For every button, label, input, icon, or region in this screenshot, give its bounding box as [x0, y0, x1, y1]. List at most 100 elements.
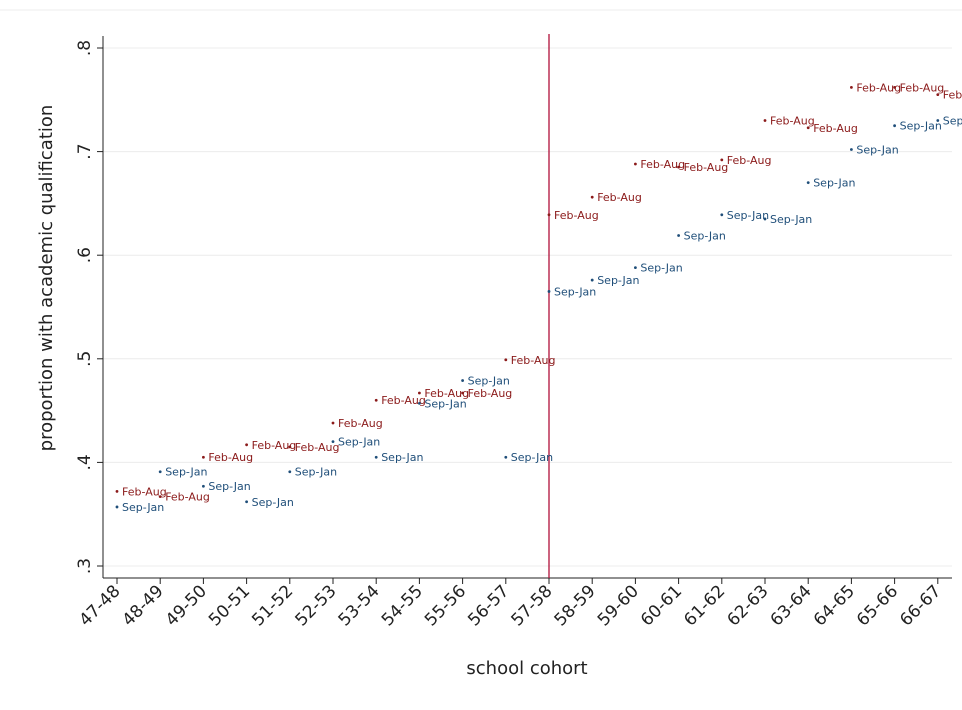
- point-label: Feb-Aug: [770, 115, 815, 128]
- data-point: [763, 217, 767, 221]
- point-label: Feb-Aug: [554, 209, 599, 222]
- data-point: [547, 213, 551, 217]
- point-label: Feb-Aug: [943, 89, 962, 102]
- x-tick-label: 65-66: [853, 581, 902, 630]
- data-point: [677, 234, 680, 237]
- data-point: [634, 266, 637, 270]
- data-point: [202, 484, 205, 488]
- data-point: [720, 213, 724, 217]
- point-label: Feb-Aug: [900, 81, 945, 94]
- data-point: [806, 126, 810, 130]
- data-point: [115, 505, 119, 509]
- grid-lines: [103, 47, 952, 567]
- y-tick-label: .8: [75, 40, 95, 56]
- point-label: Feb-Aug: [684, 161, 729, 174]
- point-label: Feb-Aug: [295, 441, 340, 454]
- data-point: [720, 158, 724, 162]
- data-point: [893, 124, 896, 128]
- point-label: Sep-Jan: [468, 375, 510, 388]
- y-tick-label: .4: [75, 454, 95, 470]
- data-point: [893, 85, 896, 89]
- data-point: [245, 443, 249, 447]
- point-label: Feb-Aug: [424, 387, 469, 400]
- y-tick-label: .3: [75, 558, 95, 574]
- point-label: Feb-Aug: [856, 81, 901, 94]
- data-points: Feb-AugFeb-AugFeb-AugFeb-AugFeb-AugFeb-A…: [115, 81, 962, 514]
- point-label: Sep-Jan: [295, 466, 337, 479]
- data-point: [418, 391, 421, 395]
- data-point: [677, 165, 680, 169]
- data-point: [634, 162, 637, 166]
- point-label: Feb-Aug: [252, 439, 297, 452]
- point-label: Sep-Jan: [381, 451, 423, 464]
- data-point: [504, 455, 508, 459]
- point-label: Feb-Aug: [122, 485, 167, 498]
- point-label: Sep-Jan: [252, 496, 294, 509]
- data-point: [245, 500, 249, 504]
- point-label: Sep-Jan: [554, 285, 596, 298]
- data-point: [374, 455, 378, 459]
- x-tick-label: 52-53: [291, 581, 340, 630]
- data-point: [158, 495, 162, 498]
- point-label: Feb-Aug: [727, 154, 772, 167]
- data-point: [763, 119, 767, 122]
- point-label: Sep-Jan: [813, 177, 855, 190]
- point-label: Sep-Jan: [684, 230, 726, 243]
- x-tick-label: 51-52: [248, 581, 297, 630]
- y-axis-title: proportion with academic qualification: [36, 105, 57, 452]
- data-point: [288, 445, 292, 449]
- x-tick-label: 56-57: [464, 581, 513, 630]
- x-tick-label: 53-54: [335, 581, 384, 630]
- point-label: Sep-Jan: [900, 120, 942, 133]
- x-tick-label: 61-62: [680, 581, 729, 630]
- x-tick-label: 57-58: [507, 581, 556, 630]
- point-label: Feb-Aug: [208, 451, 253, 464]
- point-label: Sep-Jan: [597, 274, 639, 287]
- data-point: [590, 278, 594, 282]
- point-label: Feb-Aug: [165, 491, 210, 504]
- point-label: Feb-Aug: [597, 191, 642, 204]
- data-point: [115, 490, 119, 493]
- data-point: [850, 148, 853, 151]
- x-tick-label: 63-64: [767, 581, 816, 630]
- point-label: Feb-Aug: [813, 122, 858, 135]
- data-point: [547, 290, 551, 293]
- y-tick-label: .5: [75, 351, 95, 367]
- data-point: [288, 470, 292, 474]
- data-point: [850, 85, 853, 89]
- point-label: Feb-Aug: [381, 394, 426, 407]
- x-tick-label: 47-48: [75, 581, 124, 630]
- point-label: Sep-Jan: [770, 213, 812, 226]
- point-label: Sep-Jan: [122, 501, 164, 514]
- data-point: [374, 398, 378, 402]
- x-tick-label: 64-65: [810, 581, 859, 630]
- point-label: Sep-Jan: [338, 436, 380, 449]
- y-tick-label: .6: [75, 247, 95, 263]
- x-tick-label: 55-56: [421, 581, 470, 630]
- point-label: Sep-Jan: [943, 115, 962, 128]
- point-label: Sep-Jan: [856, 144, 898, 157]
- data-point: [504, 358, 508, 362]
- x-tick-label: 66-67: [896, 581, 945, 630]
- x-tick-label: 48-49: [119, 581, 168, 630]
- x-tick-label: 50-51: [205, 581, 254, 630]
- data-point: [202, 455, 205, 459]
- point-label: Sep-Jan: [165, 466, 207, 479]
- point-label: Feb-Aug: [468, 387, 513, 400]
- y-tick-label: .7: [75, 143, 95, 159]
- point-label: Sep-Jan: [511, 451, 553, 464]
- point-label: Sep-Jan: [640, 262, 682, 275]
- point-label: Feb-Aug: [511, 354, 556, 367]
- point-label: Sep-Jan: [727, 209, 769, 222]
- x-tick-label: 59-60: [594, 581, 643, 630]
- x-tick-label: 54-55: [378, 581, 427, 630]
- data-point: [461, 379, 464, 382]
- point-label: Sep-Jan: [424, 397, 466, 410]
- data-point: [936, 93, 940, 97]
- point-label: Feb-Aug: [338, 417, 383, 430]
- data-point: [936, 119, 940, 122]
- data-point: [461, 391, 464, 395]
- x-axis-title: school cohort: [466, 658, 587, 679]
- point-label: Feb-Aug: [640, 158, 685, 171]
